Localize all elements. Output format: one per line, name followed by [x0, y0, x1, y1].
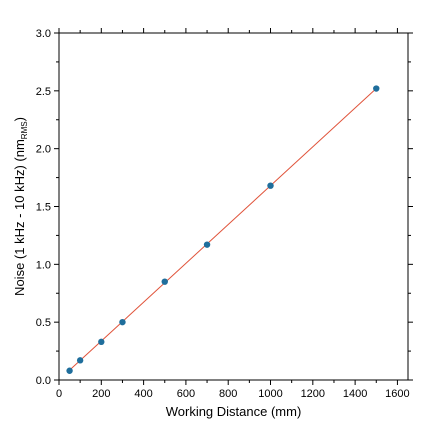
x-tick-label: 1400 [343, 388, 367, 400]
y-tick-label: 0.0 [36, 375, 51, 387]
linear-fit-line [69, 88, 377, 371]
y-tick-label: 1.0 [36, 259, 51, 271]
data-point [373, 85, 380, 92]
x-tick-label: 600 [177, 388, 195, 400]
x-tick-label: 0 [56, 388, 62, 400]
x-tick-label: 200 [92, 388, 110, 400]
tick-labels: 0 200 400 600 800 1000 1200 1400 1600 0.0 0.5 1.0 1.… [36, 28, 410, 400]
x-axis-label: Working Distance (mm) [166, 404, 302, 419]
data-point [161, 278, 168, 285]
x-tick-label: 400 [134, 388, 152, 400]
y-axis-label: Noise (1 kHz - 10 kHz) (nmRMS) [12, 117, 29, 296]
y-tick-label: 1.5 [36, 202, 51, 214]
x-tick-label: 1600 [385, 388, 409, 400]
y-axis-label-subscript: RMS [20, 121, 29, 139]
data-point [98, 338, 105, 346]
y-tick-label: 2.0 [36, 144, 51, 156]
x-tick-label: 800 [219, 388, 237, 400]
y-tick-label: 0.5 [36, 317, 51, 329]
data-points [66, 85, 380, 374]
y-tick-label: 2.5 [36, 86, 51, 98]
axis-ticks [54, 28, 413, 385]
data-point [66, 367, 73, 374]
x-tick-label: 1200 [301, 388, 325, 400]
y-tick-label: 3.0 [36, 28, 51, 40]
data-point [119, 318, 126, 326]
data-point [76, 357, 84, 364]
data-point [267, 182, 274, 189]
x-tick-label: 1000 [258, 388, 282, 400]
plot-frame [58, 32, 409, 381]
data-point [203, 241, 211, 248]
y-axis-label-suffix: ) [12, 117, 27, 121]
y-axis-label-main: Noise (1 kHz - 10 kHz) (nm [12, 139, 27, 296]
